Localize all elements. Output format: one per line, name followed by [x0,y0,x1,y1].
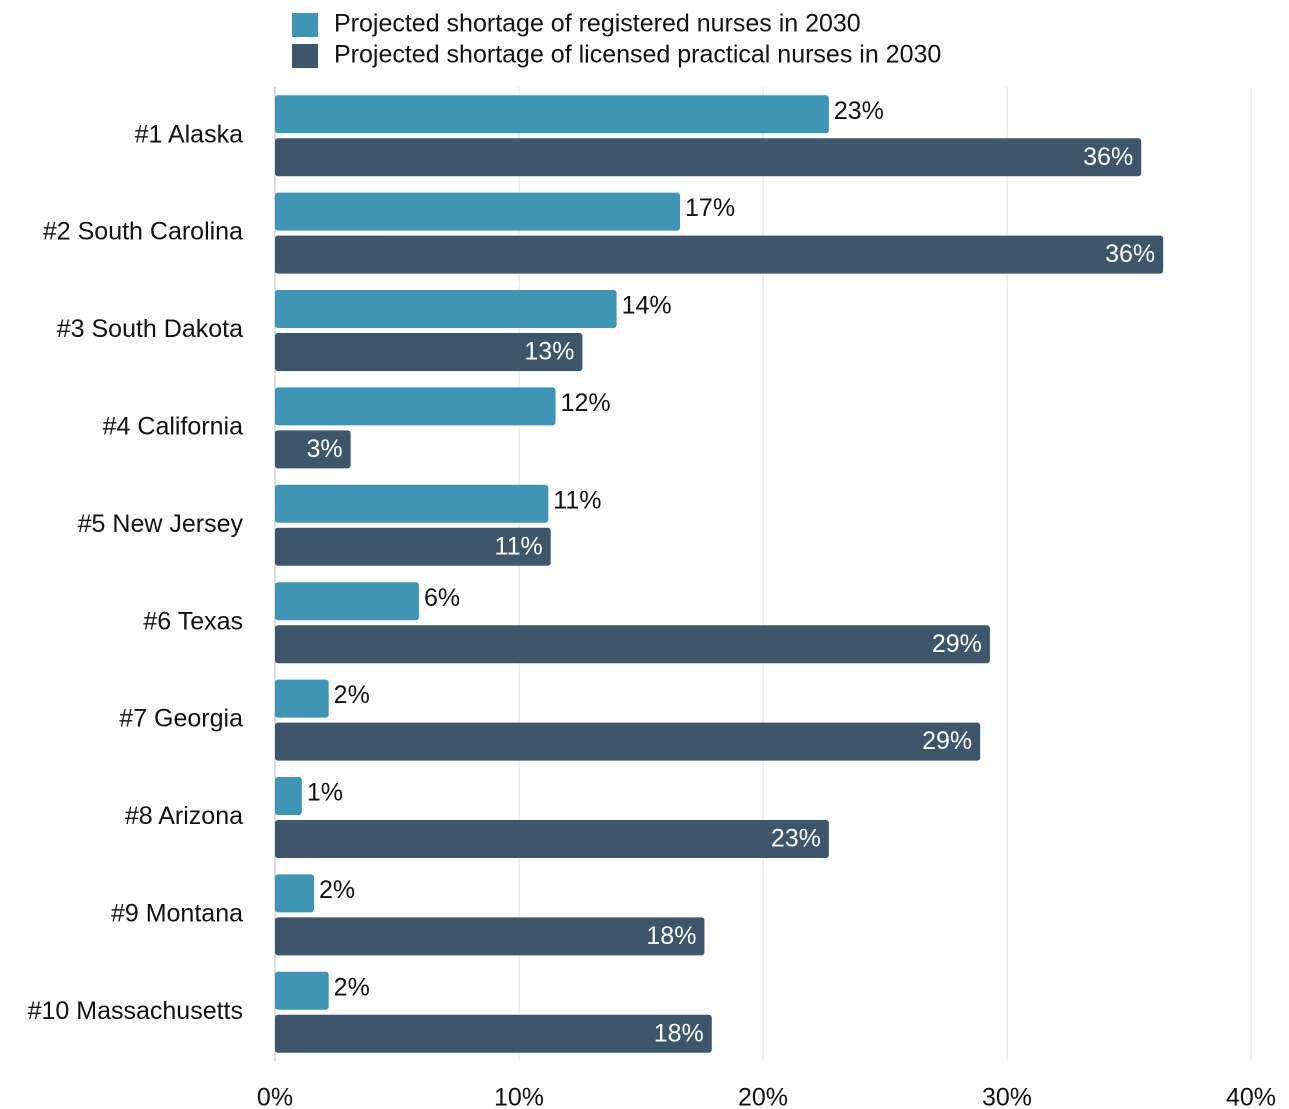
value-label: 13% [524,338,574,366]
value-label: 29% [932,630,982,658]
value-label: 2% [334,681,370,709]
y-tick-label: #8 Arizona [125,802,243,830]
value-label: 14% [622,292,672,320]
bar [275,484,549,523]
y-tick-label: #4 California [103,413,243,441]
value-label: 36% [1083,143,1133,171]
x-tick-label: 20% [738,1084,788,1109]
bar [275,333,583,371]
bar [275,722,981,761]
value-label: 11% [553,486,601,514]
y-tick-label: #3 South Dakota [57,315,243,343]
bar [275,192,681,231]
value-label: 12% [561,389,611,417]
bar [275,95,829,134]
value-label: 2% [319,876,355,904]
x-tick-label: 40% [1226,1084,1276,1109]
value-label: 6% [424,584,460,612]
y-tick-label: #9 Montana [111,900,243,928]
bar [275,527,551,566]
bar [275,582,419,621]
legend-label: Projected shortage of registered nurses … [334,10,861,38]
value-label: 17% [685,194,735,222]
bar [275,777,302,815]
bar [275,138,1142,177]
bar [275,874,315,913]
value-label: 23% [771,825,821,853]
value-label: 2% [334,973,370,1001]
legend-swatch [292,44,318,68]
y-tick-label: #1 Alaska [135,120,244,148]
bar [275,917,705,956]
legend-swatch [292,13,318,37]
bar [275,625,990,664]
x-tick-label: 10% [494,1084,544,1109]
bar [275,290,617,328]
y-tick-label: #2 South Carolina [43,218,243,246]
y-tick-label: #6 Texas [143,607,243,635]
bar [275,1014,712,1053]
bar [275,971,329,1010]
bar [275,430,351,469]
x-tick-label: 30% [982,1084,1032,1109]
value-label: 1% [307,779,343,807]
value-label: 18% [646,922,696,950]
bar [275,820,829,858]
x-tick-label: 0% [257,1084,293,1109]
y-tick-label: #7 Georgia [119,705,243,733]
legend-label: Projected shortage of licensed practical… [334,41,941,69]
bar [275,679,329,718]
bar [275,387,556,426]
bar [275,235,1164,274]
y-tick-label: #5 New Jersey [78,510,244,538]
value-label: 23% [834,97,884,125]
value-label: 36% [1105,240,1155,268]
y-tick-label: #10 Massachusetts [28,997,243,1025]
value-label: 11% [495,532,543,560]
value-label: 3% [306,435,342,463]
value-label: 18% [654,1019,704,1047]
value-label: 29% [922,727,972,755]
